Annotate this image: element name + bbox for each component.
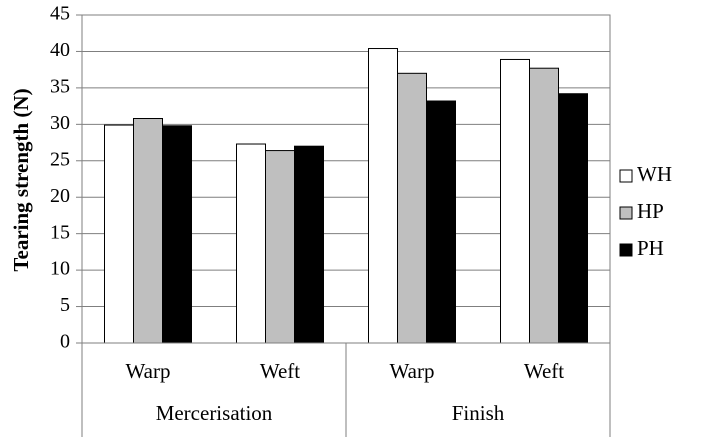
x-group-label: Mercerisation (156, 401, 273, 425)
x-group-label: Finish (452, 401, 505, 425)
legend-label: PH (637, 236, 664, 260)
bar-hp (529, 67, 559, 344)
y-tick-label: 45 (50, 3, 70, 25)
y-tick-label: 40 (50, 39, 70, 61)
x-category-label: Weft (260, 359, 300, 383)
legend: WH HP PH (619, 162, 672, 260)
y-tick-label: 5 (60, 294, 70, 316)
y-axis-title: Tearing strength (N) (9, 88, 33, 271)
x-category-label: Weft (524, 359, 564, 383)
y-tick-label: 25 (50, 148, 70, 170)
y-tick-label: 10 (50, 258, 70, 280)
legend-item-wh: WH (619, 162, 672, 186)
y-axis: 0 5 10 15 20 25 30 35 40 45 (50, 3, 83, 353)
legend-label: HP (637, 199, 664, 223)
bar-wh (500, 58, 530, 344)
x-category-label: Warp (126, 359, 171, 383)
legend-item-hp: HP (619, 199, 664, 223)
y-tick-label: 30 (50, 112, 70, 134)
y-tick-label: 15 (50, 221, 70, 243)
legend-swatch (619, 206, 633, 220)
bar-ph (162, 125, 192, 344)
bars (104, 48, 588, 344)
bar-hp (397, 72, 427, 344)
legend-label: WH (637, 162, 672, 186)
bar-wh (368, 48, 398, 344)
y-tick-label: 20 (50, 185, 70, 207)
bar-wh (236, 143, 266, 344)
bar-hp (265, 150, 295, 344)
legend-swatch (619, 243, 633, 257)
y-tick-label: 0 (60, 331, 70, 353)
y-tick-label: 35 (50, 75, 70, 97)
x-category-label: Warp (390, 359, 435, 383)
bar-hp (133, 118, 163, 344)
legend-swatch (619, 169, 633, 183)
bar-ph (558, 93, 588, 344)
bar-ph (294, 145, 324, 344)
legend-item-ph: PH (619, 236, 664, 260)
bar-wh (104, 124, 134, 344)
x-axis: Warp Weft Mercerisation Warp Weft Finish (81, 342, 611, 437)
bar-ph (426, 100, 456, 344)
